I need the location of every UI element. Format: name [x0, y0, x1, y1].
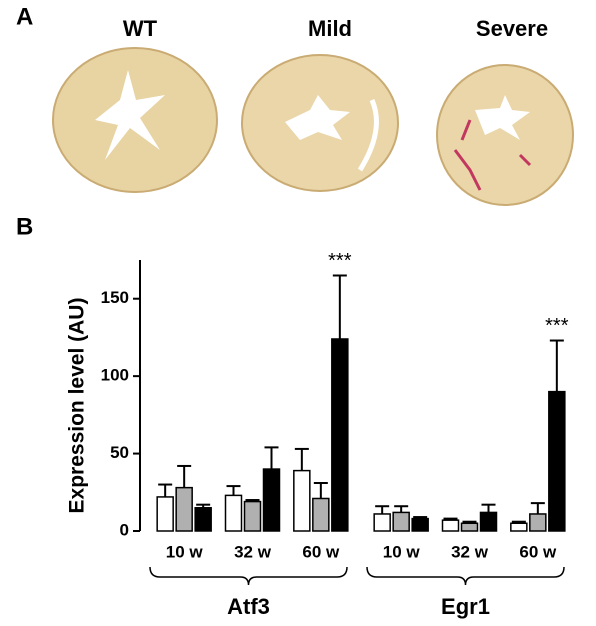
- bar: [479, 511, 498, 532]
- x-tick-label: 32 w: [234, 542, 272, 561]
- group-bracket: [149, 566, 348, 586]
- bar: [312, 497, 330, 532]
- panel-label: B: [16, 213, 33, 240]
- group-label: Atf3: [227, 594, 270, 619]
- image-label: Mild: [308, 16, 352, 41]
- bar: [548, 390, 566, 532]
- heart-image: [52, 47, 218, 193]
- y-tick-label: 150: [101, 288, 129, 307]
- bar: [392, 511, 410, 532]
- bar: [224, 494, 243, 532]
- bar: [262, 468, 281, 532]
- bar: [293, 469, 311, 532]
- group-bracket: [366, 566, 565, 586]
- x-tick-label: 32 w: [451, 542, 489, 561]
- group-label: Egr1: [441, 594, 490, 619]
- heart-images: [52, 47, 574, 206]
- panel-label: A: [16, 3, 33, 30]
- image-label: Severe: [476, 16, 548, 41]
- bar: [156, 496, 174, 532]
- x-tick-label: 10 w: [166, 542, 204, 561]
- image-label: WT: [123, 16, 158, 41]
- bar: [460, 522, 479, 532]
- significance-label: ***: [328, 250, 352, 272]
- y-tick-label: 50: [110, 443, 129, 462]
- bar: [373, 513, 391, 532]
- y-tick-label: 0: [120, 520, 129, 539]
- y-tick-label: 100: [101, 366, 129, 385]
- y-axis-label: Expression level (AU): [66, 298, 89, 514]
- x-tick-label: 10 w: [383, 542, 421, 561]
- bar: [175, 486, 193, 532]
- bar: [194, 507, 212, 532]
- bar: [510, 522, 528, 532]
- x-tick-label: 60 w: [519, 542, 557, 561]
- bar: [331, 338, 349, 532]
- bar: [411, 517, 429, 532]
- heart-image: [436, 64, 574, 206]
- significance-label: ***: [545, 315, 569, 337]
- bar: [529, 513, 547, 532]
- x-tick-label: 60 w: [302, 542, 340, 561]
- heart-image: [241, 54, 399, 192]
- bar: [243, 500, 262, 532]
- bar: [441, 519, 460, 532]
